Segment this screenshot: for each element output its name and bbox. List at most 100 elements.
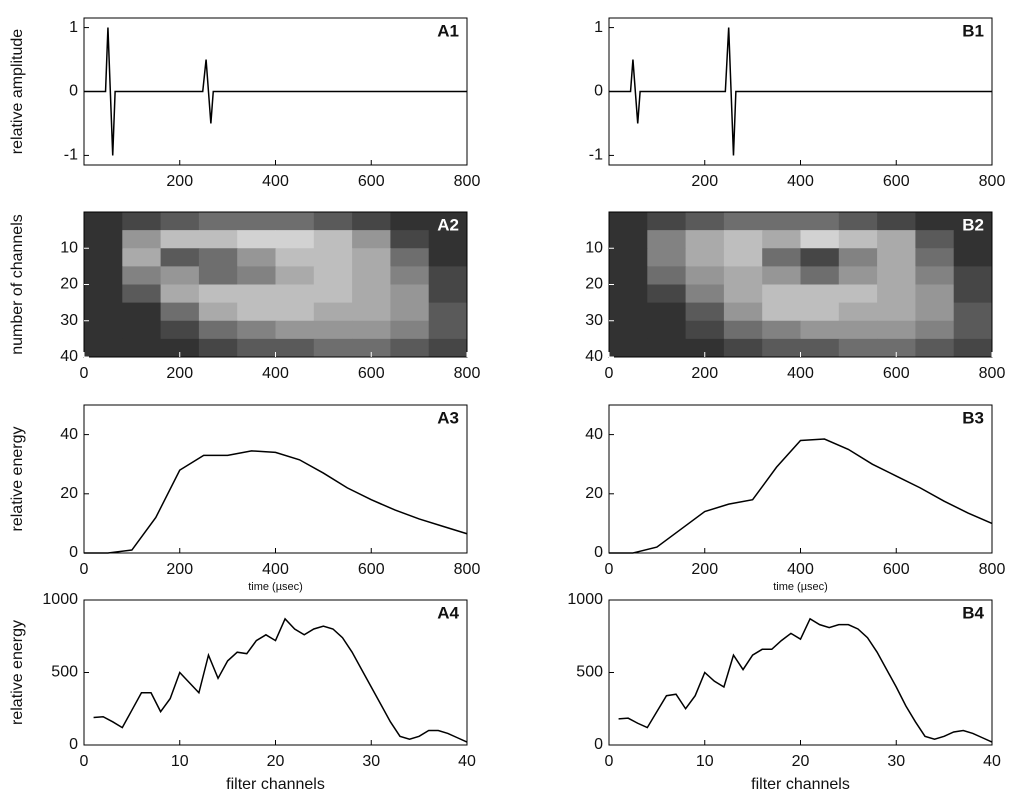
heatmap-cell <box>198 302 238 322</box>
heatmap-cell <box>122 248 162 267</box>
heatmap-cell <box>84 248 123 267</box>
heatmap-cell <box>84 230 123 249</box>
heatmap-cell <box>428 302 468 322</box>
x-tick-label: 200 <box>691 561 718 578</box>
heatmap-cell <box>428 338 468 358</box>
heatmap-cell <box>352 212 391 231</box>
x-tick-label: 800 <box>454 365 481 382</box>
heatmap-cell <box>953 266 993 285</box>
y-tick-label: -1 <box>589 147 603 164</box>
heatmap-cell <box>428 320 468 340</box>
heatmap-cell <box>838 266 878 285</box>
line <box>93 617 468 743</box>
heatmap-cell <box>237 320 276 340</box>
heatmap-cell <box>122 320 162 340</box>
heatmap-cell <box>352 284 391 304</box>
heatmap-cell <box>352 248 391 267</box>
y-tick-label: 20 <box>585 276 603 293</box>
heatmap-cell <box>609 212 648 231</box>
y-tick-label: 0 <box>69 736 78 753</box>
x-tick-label: 200 <box>166 561 193 578</box>
heatmap-cell <box>800 212 840 231</box>
heatmap-cell <box>122 230 162 249</box>
heatmap-cell <box>198 212 238 231</box>
x-tick-label: 40 <box>983 753 1001 770</box>
y-tick-label: 40 <box>585 426 603 443</box>
heatmap-cell <box>237 212 276 231</box>
heatmap-cell <box>122 212 162 231</box>
heatmap-cell <box>762 266 801 285</box>
heatmap-cell <box>723 284 763 304</box>
panel-label: A1 <box>437 21 459 40</box>
heatmap-cell <box>685 320 725 340</box>
panel-label: A4 <box>437 603 459 622</box>
heatmap-cell <box>428 230 468 249</box>
heatmap-cell <box>723 266 763 285</box>
x-tick-label: 800 <box>979 173 1006 190</box>
x-tick-label: 600 <box>358 173 385 190</box>
heatmap-cell <box>915 212 955 231</box>
heatmap-cell <box>953 338 993 358</box>
heatmap-cell <box>953 320 993 340</box>
heatmap-cell <box>953 302 993 322</box>
heatmap-cell <box>390 248 430 267</box>
heatmap-cell <box>313 230 353 249</box>
axes-frame <box>83 599 468 746</box>
x-axis-label: time (µsec) <box>773 581 828 593</box>
heatmap-cell <box>160 266 200 285</box>
heatmap-cell <box>84 302 123 322</box>
x-tick-label: 10 <box>171 753 189 770</box>
heatmap-cell <box>352 320 391 340</box>
heatmap-cell <box>800 230 840 249</box>
y-tick-label: -1 <box>64 147 78 164</box>
heatmap-cell <box>647 230 687 249</box>
heatmap-cell <box>198 338 238 358</box>
heatmap-cell <box>647 320 687 340</box>
panel-label: B2 <box>962 215 984 234</box>
x-tick-label: 200 <box>166 365 193 382</box>
heatmap-cell <box>390 212 430 231</box>
x-tick-label: 0 <box>80 561 89 578</box>
y-axis-label: relative energy <box>9 427 26 532</box>
heatmap-cell <box>915 302 955 322</box>
heatmap-cell <box>390 302 430 322</box>
heatmap-cell <box>313 338 353 358</box>
heatmap-cell <box>838 320 878 340</box>
heatmap-cell <box>275 320 315 340</box>
heatmap-cell <box>275 302 315 322</box>
y-tick-label: 1 <box>594 19 603 36</box>
heatmap-cell <box>723 302 763 322</box>
heatmap-cell <box>877 284 916 304</box>
x-tick-label: 20 <box>267 753 285 770</box>
x-tick-label: 200 <box>166 173 193 190</box>
line <box>84 450 468 554</box>
x-tick-label: 30 <box>887 753 905 770</box>
x-axis-label: time (µsec) <box>248 581 303 593</box>
y-tick-label: 1000 <box>567 591 603 608</box>
heatmap-cell <box>800 284 840 304</box>
x-tick-label: 600 <box>883 173 910 190</box>
heatmap-cell <box>160 320 200 340</box>
heatmap-cell <box>237 338 276 358</box>
y-tick-label: 40 <box>60 426 78 443</box>
heatmap-cell <box>877 212 916 231</box>
x-tick-label: 400 <box>787 365 814 382</box>
panel-label: B4 <box>962 603 984 622</box>
y-tick-label: 0 <box>69 83 78 100</box>
x-tick-label: 0 <box>80 753 89 770</box>
y-axis-label: number of channels <box>9 214 26 355</box>
heatmap-cell <box>838 338 878 358</box>
panel-label: B3 <box>962 408 984 427</box>
y-tick-label: 1 <box>69 19 78 36</box>
y-tick-label: 30 <box>585 312 603 329</box>
y-tick-label: 500 <box>51 664 78 681</box>
heatmap-cell <box>915 248 955 267</box>
heatmap-cell <box>877 248 916 267</box>
heatmap-cell <box>609 266 648 285</box>
heatmap-cell <box>609 230 648 249</box>
heatmap-cell <box>838 248 878 267</box>
heatmap-cell <box>275 230 315 249</box>
heatmap-cell <box>160 248 200 267</box>
heatmap-cell <box>428 266 468 285</box>
